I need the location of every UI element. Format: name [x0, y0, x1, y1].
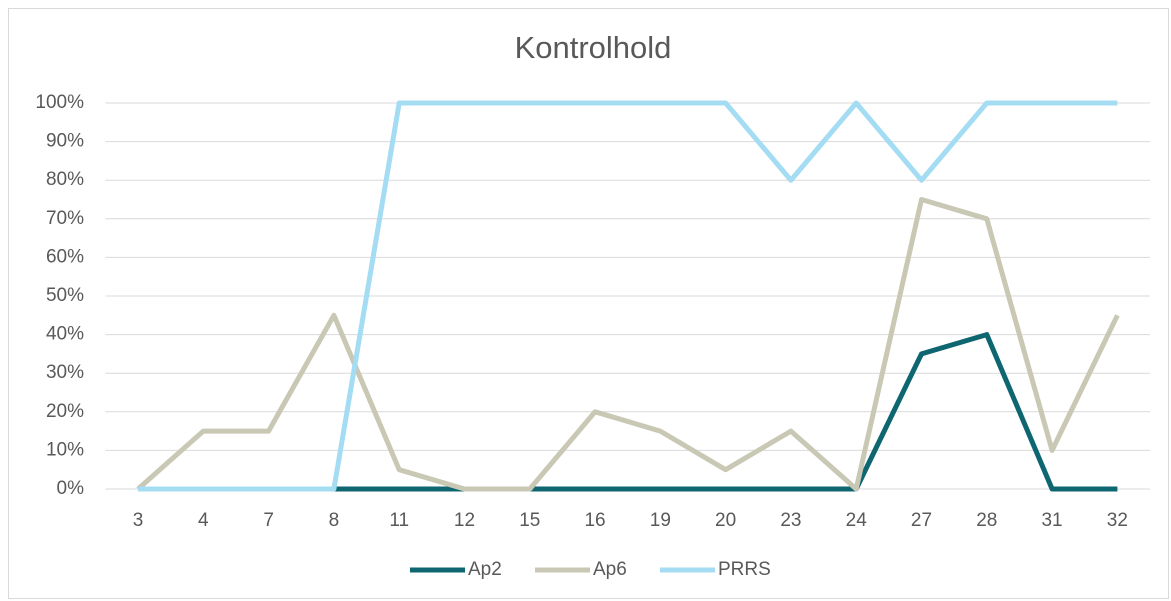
x-tick-label: 8 [329, 510, 340, 531]
y-tick-label: 60% [46, 246, 84, 267]
x-tick-label: 31 [1041, 510, 1062, 531]
chart-border [8, 8, 1169, 599]
x-tick-label: 27 [911, 510, 932, 531]
y-tick-label: 10% [46, 439, 84, 460]
x-tick-label: 24 [846, 510, 868, 531]
x-tick-label: 23 [780, 510, 801, 531]
y-tick-label: 40% [46, 324, 84, 345]
x-tick-label: 4 [198, 510, 209, 531]
x-tick-label: 20 [715, 510, 736, 531]
y-tick-label: 100% [35, 92, 84, 113]
x-tick-label: 11 [389, 510, 409, 531]
legend-label: PRRS [718, 559, 771, 580]
x-tick-label: 16 [584, 510, 605, 531]
series-line [138, 100, 1118, 492]
legend-label: Ap2 [468, 559, 502, 580]
legend-label: Ap6 [593, 559, 627, 580]
x-tick-label: 19 [650, 510, 671, 531]
x-tick-label: 3 [133, 510, 144, 531]
y-tick-label: 30% [46, 362, 84, 383]
chart-title: Kontrolhold [515, 30, 672, 65]
x-tick-label: 32 [1107, 510, 1128, 531]
x-tick-label: 12 [454, 510, 475, 531]
series-line [136, 197, 1120, 492]
y-tick-label: 20% [46, 401, 84, 422]
y-tick-label: 0% [57, 478, 85, 499]
y-tick-label: 80% [46, 169, 84, 190]
y-tick-label: 90% [46, 131, 84, 152]
x-tick-label: 15 [519, 510, 540, 531]
x-tick-label: 28 [976, 510, 997, 531]
x-tick-label: 7 [263, 510, 274, 531]
y-tick-label: 70% [46, 208, 84, 229]
y-tick-label: 50% [46, 285, 84, 306]
